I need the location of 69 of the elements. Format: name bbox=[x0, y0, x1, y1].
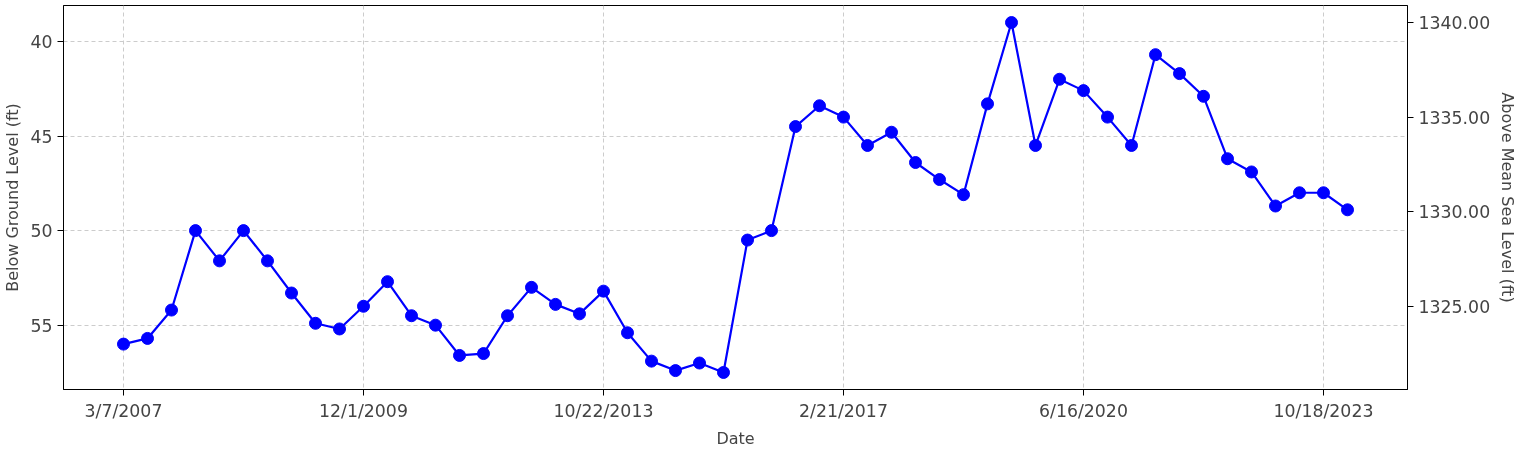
point bbox=[861, 138, 874, 152]
point bbox=[453, 348, 466, 362]
point bbox=[693, 356, 706, 370]
point bbox=[957, 188, 970, 202]
point bbox=[1101, 110, 1114, 124]
y-tick-label: 50 bbox=[30, 221, 53, 242]
point bbox=[765, 224, 778, 238]
point bbox=[141, 331, 154, 345]
point bbox=[789, 120, 802, 134]
point bbox=[381, 275, 394, 289]
point bbox=[813, 99, 826, 113]
y2-tick-label: 1330.00 bbox=[1418, 202, 1491, 223]
point bbox=[333, 322, 346, 336]
point bbox=[1029, 138, 1042, 152]
point bbox=[597, 284, 610, 298]
point bbox=[837, 110, 850, 124]
point bbox=[1077, 84, 1090, 98]
point bbox=[909, 156, 922, 169]
point bbox=[573, 307, 586, 321]
point bbox=[981, 97, 994, 111]
point bbox=[645, 354, 658, 368]
y2-axis-title: Above Mean Sea Level (ft) bbox=[1498, 92, 1518, 303]
point bbox=[1341, 203, 1354, 217]
point bbox=[717, 365, 730, 379]
point bbox=[669, 364, 682, 378]
point bbox=[1053, 72, 1066, 86]
point bbox=[477, 347, 490, 361]
point bbox=[1173, 67, 1186, 81]
y-tick-label: 45 bbox=[30, 126, 53, 147]
point bbox=[621, 326, 634, 340]
point bbox=[501, 309, 514, 323]
point bbox=[1269, 199, 1282, 213]
x-tick-label: 3/7/2007 bbox=[84, 400, 163, 421]
point bbox=[429, 318, 442, 332]
x-tick-label: 2/21/2017 bbox=[799, 400, 888, 421]
point bbox=[405, 309, 418, 323]
point bbox=[213, 254, 226, 268]
point bbox=[1125, 138, 1138, 152]
point bbox=[1197, 89, 1210, 103]
y-tick-label: 55 bbox=[30, 315, 53, 336]
point bbox=[1293, 186, 1306, 200]
y2-tick-label: 1340.00 bbox=[1418, 13, 1491, 34]
x-tick-label: 10/22/2013 bbox=[553, 400, 654, 421]
y-axis-title: Below Ground Level (ft) bbox=[3, 103, 23, 292]
point bbox=[117, 337, 130, 351]
point bbox=[1317, 186, 1330, 200]
point bbox=[1005, 16, 1018, 30]
y-tick-label: 40 bbox=[30, 31, 53, 52]
point bbox=[1245, 165, 1258, 179]
y2-tick-label: 1335.00 bbox=[1418, 107, 1491, 128]
x-tick-label: 6/16/2020 bbox=[1039, 400, 1128, 421]
point bbox=[261, 254, 274, 268]
point bbox=[549, 297, 562, 311]
y2-tick-label: 1325.00 bbox=[1418, 296, 1491, 317]
point bbox=[525, 280, 538, 294]
x-tick-label: 10/18/2023 bbox=[1273, 400, 1374, 421]
point bbox=[237, 224, 250, 238]
x-tick-label: 12/1/2009 bbox=[319, 400, 408, 421]
point bbox=[357, 299, 370, 313]
point bbox=[165, 303, 178, 317]
point bbox=[1149, 48, 1162, 62]
point bbox=[1221, 152, 1234, 166]
x-axis-title: Date bbox=[716, 428, 755, 448]
point bbox=[933, 173, 946, 187]
point bbox=[885, 125, 898, 139]
point bbox=[285, 286, 298, 300]
point bbox=[741, 233, 754, 247]
point bbox=[189, 224, 202, 238]
point bbox=[309, 316, 322, 330]
